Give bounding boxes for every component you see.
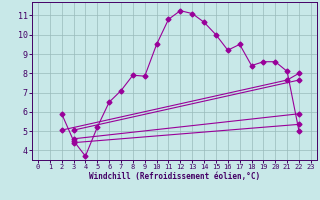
X-axis label: Windchill (Refroidissement éolien,°C): Windchill (Refroidissement éolien,°C) [89,172,260,181]
